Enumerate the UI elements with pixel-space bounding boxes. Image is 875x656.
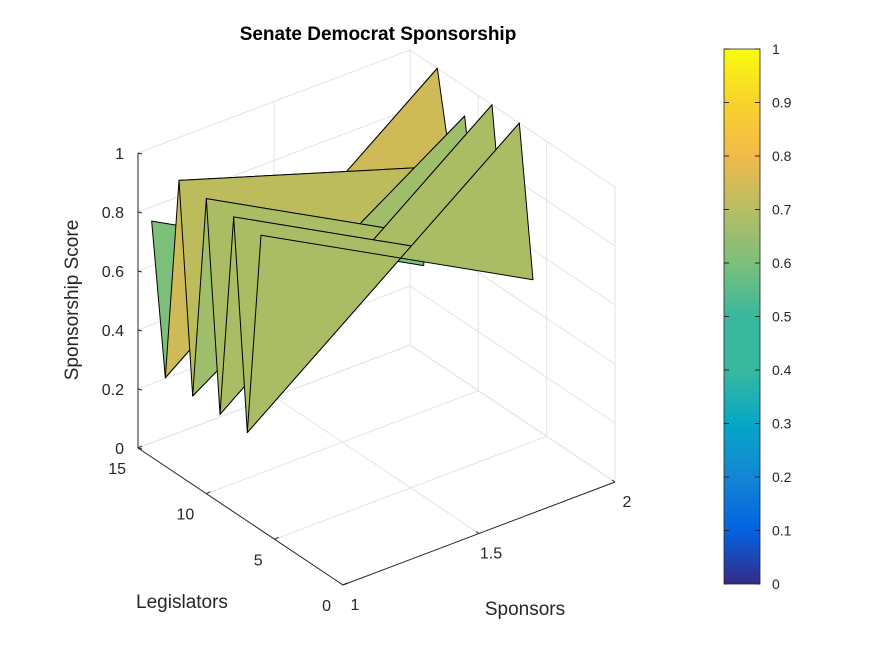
surface-patch [246, 122, 534, 434]
y-tick-label: 5 [254, 552, 263, 569]
y-tick-mark [342, 582, 348, 586]
y-tick-label: 15 [108, 461, 126, 478]
chart-title: Senate Democrat Sponsorship [240, 24, 517, 45]
x-tick-mark [339, 582, 344, 586]
z-tick-mark [137, 152, 143, 155]
colorbar-tick-label: 0 [772, 576, 780, 592]
y-tick-mark [206, 491, 211, 495]
colorbar-tick-label: 0.6 [772, 255, 792, 271]
y-axis-label: Legislators [136, 592, 228, 613]
z-axis-label: Sponsorship Score [62, 220, 83, 381]
x-tick-mark [475, 531, 480, 534]
z-tick-mark [137, 447, 143, 450]
y-axis-line [137, 447, 344, 586]
colorbar-tick-label: 0.4 [772, 362, 792, 378]
z-tick-mark [137, 329, 143, 332]
colorbar-tick-label: 0.3 [772, 416, 792, 432]
colorbar-tick-label: 0.7 [772, 202, 792, 218]
x-tick-label: 2 [623, 494, 632, 511]
x-tick-mark [611, 479, 616, 483]
grid-line [274, 435, 547, 540]
surface-patches [151, 67, 534, 434]
grid-line [343, 305, 615, 408]
axis-ticks: 1 1.5 2 0 5 10 15 0 0.2 0.4 0.6 0.8 1 [102, 146, 632, 615]
colorbar-ticks: 0 0.1 0.2 0.3 0.4 0.5 0.6 0.7 0.8 0.9 1 [724, 41, 792, 592]
colorbar-gradient [723, 48, 761, 585]
z-tick-label: 0.4 [102, 323, 124, 340]
z-tick-label: 0 [115, 441, 124, 458]
z-tick-mark [137, 270, 143, 273]
colorbar-tick-label: 0.2 [772, 469, 792, 485]
z-tick-label: 0.2 [102, 382, 124, 399]
z-tick-label: 0.8 [102, 205, 124, 222]
x-axis-label: Sponsors [485, 599, 565, 620]
z-tick-mark [137, 388, 143, 391]
grid-line [409, 49, 616, 188]
colorbar-tick-label: 0.5 [772, 309, 792, 325]
grid-line [206, 390, 479, 495]
grid-line [409, 285, 616, 424]
grid-line [409, 344, 616, 483]
colorbar-tick-label: 0.9 [772, 95, 792, 111]
y-tick-label: 0 [322, 598, 331, 615]
grid-line [343, 423, 615, 526]
x-tick-label: 1 [351, 597, 360, 614]
x-tick-label: 1.5 [480, 546, 502, 563]
z-tick-mark [137, 211, 143, 214]
colorbar-tick-label: 0.1 [772, 523, 792, 539]
grid-line [343, 364, 615, 467]
colorbar-tick-label: 1 [772, 41, 780, 57]
z-tick-label: 1 [115, 146, 124, 163]
y-tick-label: 10 [177, 507, 195, 524]
colorbar-tick-label: 0.8 [772, 148, 792, 164]
z-tick-label: 0.6 [102, 264, 124, 281]
colorbar: 0 0.1 0.2 0.3 0.4 0.5 0.6 0.7 0.8 0.9 1 [723, 41, 792, 592]
grid-line [273, 396, 480, 534]
y-tick-mark [274, 536, 279, 540]
